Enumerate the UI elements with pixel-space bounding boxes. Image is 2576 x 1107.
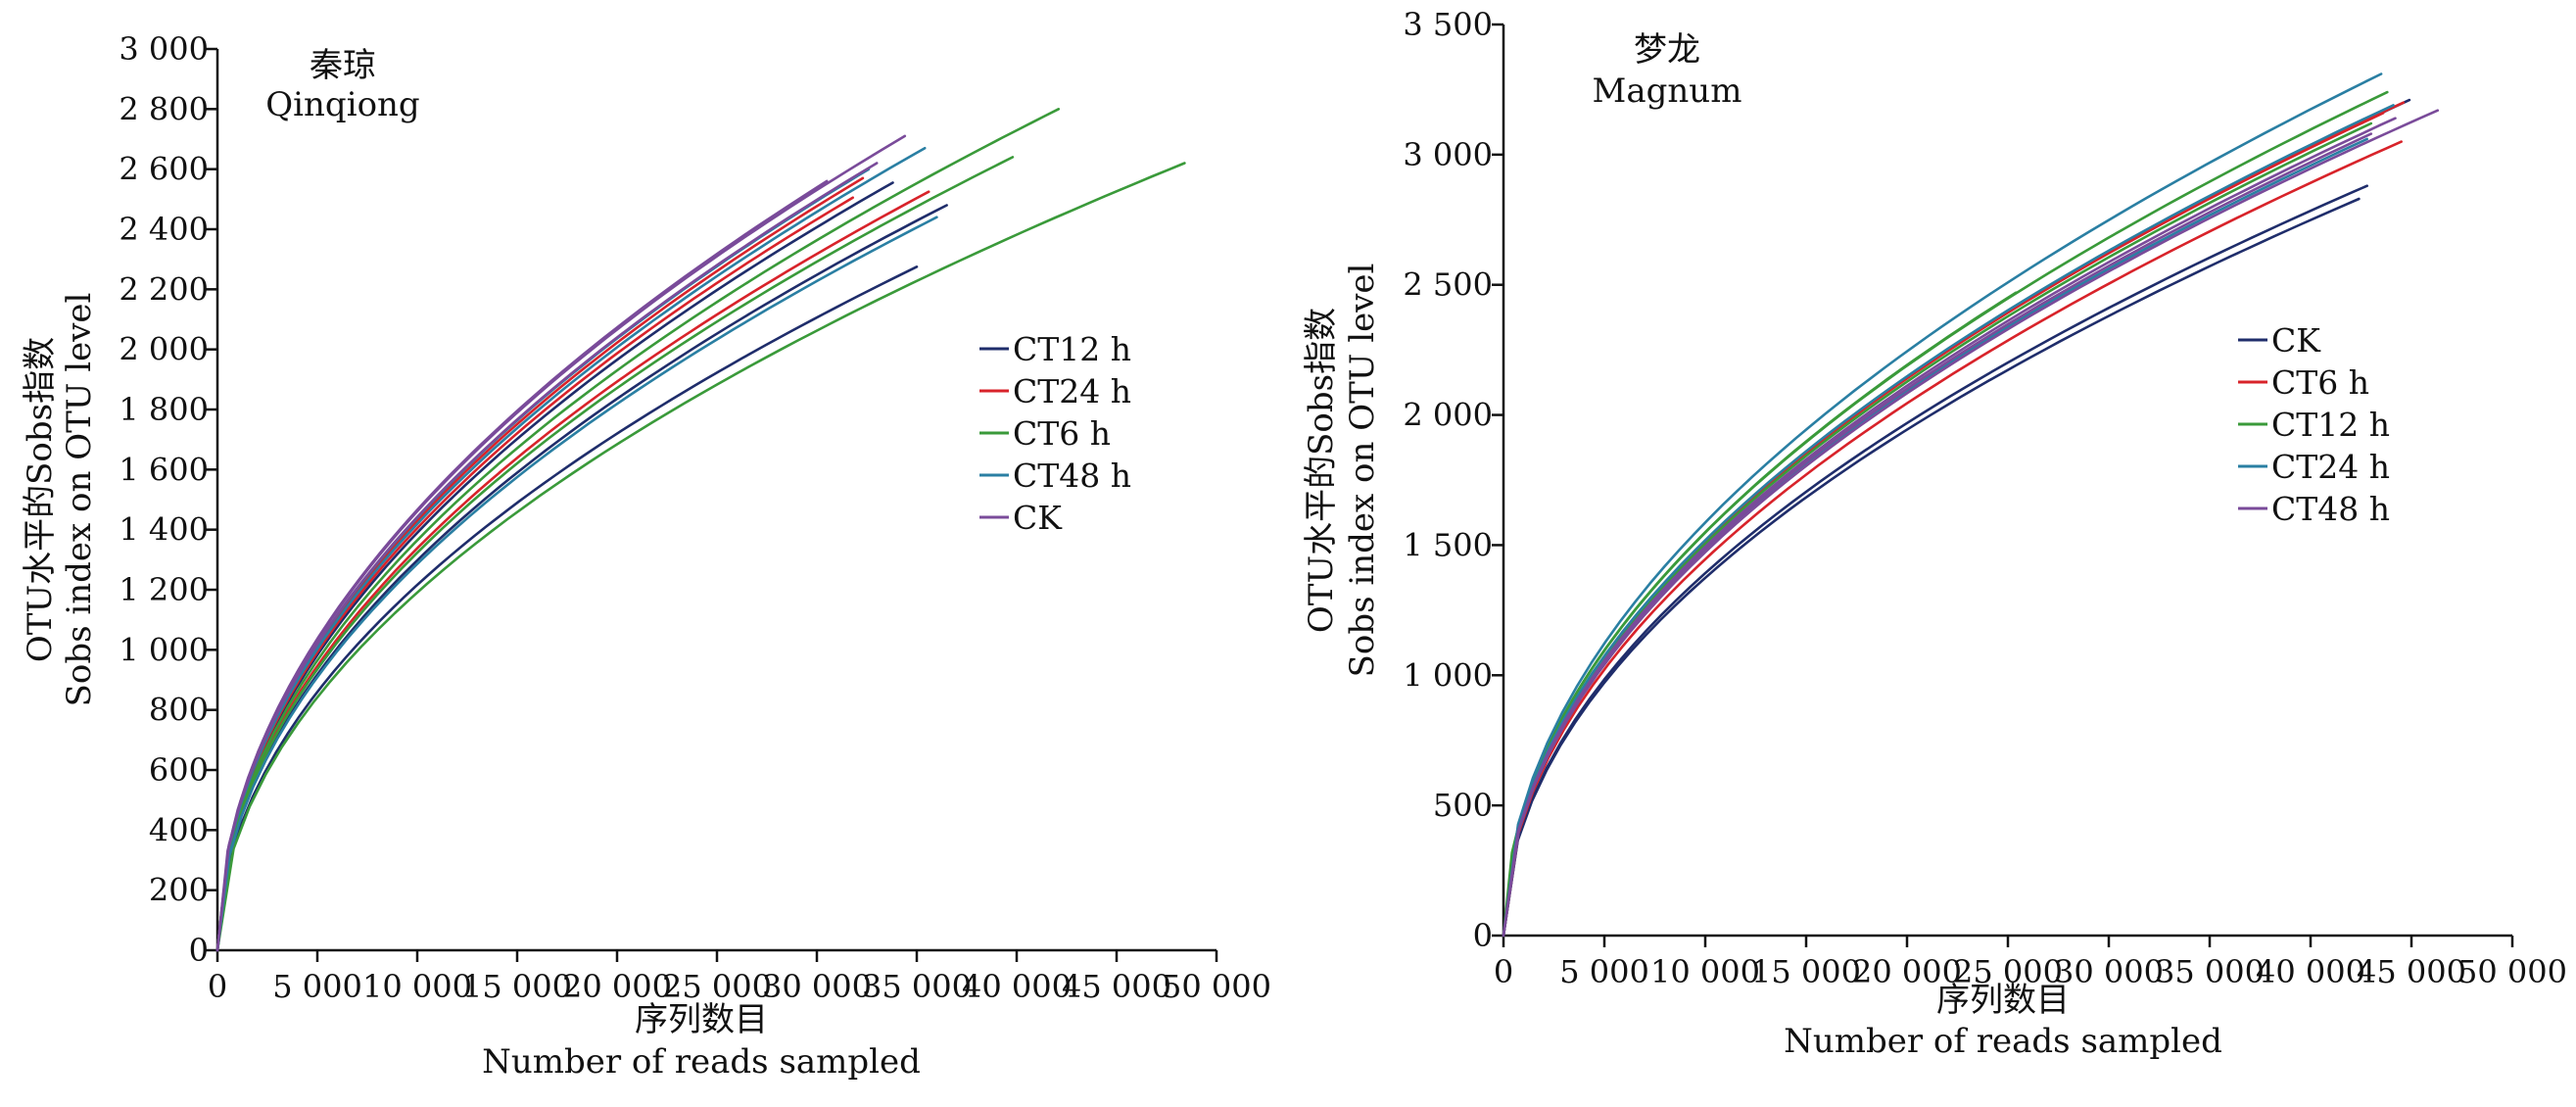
x-tick-label: 15 000 [1751,953,1861,990]
y-tick-label: 1 400 [119,511,209,549]
series-line-ct6h-9 [215,156,1015,952]
x-tick-label: 20 000 [1852,953,1962,990]
y-tick-label: 1 500 [1403,526,1493,563]
chart-subtitle: Magnum [1593,72,1742,111]
y-axis-label-en: Sobs index on OTU level [60,293,99,707]
y-tick-label: 1 000 [119,631,209,668]
series-line-ct48h-11 [215,216,938,952]
chart-title: 秦琼 [310,46,376,85]
y-tick-label: 3 500 [1403,6,1493,43]
x-tick-label: 10 000 [1650,953,1760,990]
x-tick-label: 25 000 [1953,953,2063,990]
x-tick-label: 25 000 [662,968,772,1005]
legend-label: CT12 h [1013,330,1131,368]
series-line-ct6h-4 [1502,140,2403,938]
y-axis-label: OTU水平的Sobs指数 [1302,308,1341,633]
x-tick-label: 40 000 [962,968,1072,1005]
y-tick-label: 0 [1473,917,1493,954]
series-line-ct48h-10 [215,146,927,952]
legend-label: CK [2271,321,2321,360]
y-tick-label: 500 [1433,787,1493,824]
y-axis-label-en: Sobs index on OTU level [1343,264,1382,678]
legend-label: CT48 h [2271,490,2390,528]
y-tick-label: 200 [149,872,209,909]
x-tick-label: 45 000 [1062,968,1171,1005]
series-line-ck-14 [215,162,879,952]
series-line-ct24h-5 [215,196,855,952]
y-tick-label: 2 000 [1403,397,1493,434]
x-tick-label: 0 [1494,953,1513,990]
series-line-ct24h-4 [215,190,930,952]
y-tick-label: 400 [149,811,209,848]
series-line-ct48h-15 [1502,117,2397,938]
x-tick-label: 5 000 [272,968,362,1005]
x-tick-label: 10 000 [362,968,472,1005]
x-tick-label: 20 000 [562,968,672,1005]
y-tick-label: 600 [149,751,209,789]
legend-label: CT12 h [2271,406,2390,444]
x-tick-label: 0 [208,968,227,1005]
legend-label: CT48 h [1013,457,1131,495]
x-tick-label: 35 000 [2155,953,2265,990]
series-line-ct24h-10 [1502,72,2383,938]
y-tick-label: 2 000 [119,331,209,368]
legend-label: CK [1013,499,1063,537]
legend-label: CT6 h [1013,414,1111,453]
series-line-ct48h-13 [1502,109,2440,938]
y-tick-label: 1 200 [119,571,209,608]
x-axis-label-en: Number of reads sampled [1784,1022,2222,1061]
x-tick-label: 50 000 [1162,968,1271,1005]
series-line-ct6h-8 [215,108,1061,952]
series-line-ct6h-7 [215,162,1186,952]
chart-title: 梦龙 [1634,30,1700,70]
x-tick-label: 15 000 [462,968,572,1005]
legend-label: CT24 h [1013,372,1131,410]
legend-label: CT6 h [2271,363,2369,402]
series-line-ct12h-3 [215,181,894,952]
x-tick-label: 30 000 [762,968,872,1005]
x-tick-label: 30 000 [2054,953,2164,990]
x-axis-label: 序列数目 [635,1000,768,1039]
y-tick-label: 3 000 [119,30,209,68]
series-line-ck-15 [215,179,829,952]
x-tick-label: 50 000 [2457,953,2567,990]
y-tick-label: 3 000 [1403,136,1493,173]
x-tick-label: 5 000 [1559,953,1649,990]
y-tick-label: 2 600 [119,151,209,188]
y-tick-label: 2 800 [119,90,209,127]
chart-subtitle: Qinqiong [265,85,419,124]
series-line-ct12h-2 [215,204,948,952]
x-tick-label: 40 000 [2256,953,2365,990]
y-tick-label: 2 500 [1403,266,1493,304]
series-line-ck-1 [1502,184,2368,938]
y-tick-label: 2 200 [119,270,209,308]
series-line-ct12h-9 [1502,121,2373,938]
y-axis-label: OTU水平的Sobs指数 [21,337,60,662]
y-tick-label: 1 800 [119,391,209,428]
x-tick-label: 35 000 [862,968,972,1005]
y-tick-label: 1 000 [1403,656,1493,694]
x-axis-label: 序列数目 [1936,981,2070,1020]
series-line-ct12h-1 [215,265,919,952]
series-line-ck-2 [1502,197,2361,938]
legend-label: CT24 h [2271,448,2390,486]
y-tick-label: 2 400 [119,211,209,248]
series-line-ct24h-12 [1502,104,2395,938]
y-tick-label: 0 [189,932,209,969]
x-axis-label-en: Number of reads sampled [482,1042,921,1082]
series-line-ct12h-8 [1502,90,2389,938]
x-tick-label: 45 000 [2357,953,2466,990]
y-tick-label: 1 600 [119,451,209,488]
y-tick-label: 800 [149,692,209,729]
